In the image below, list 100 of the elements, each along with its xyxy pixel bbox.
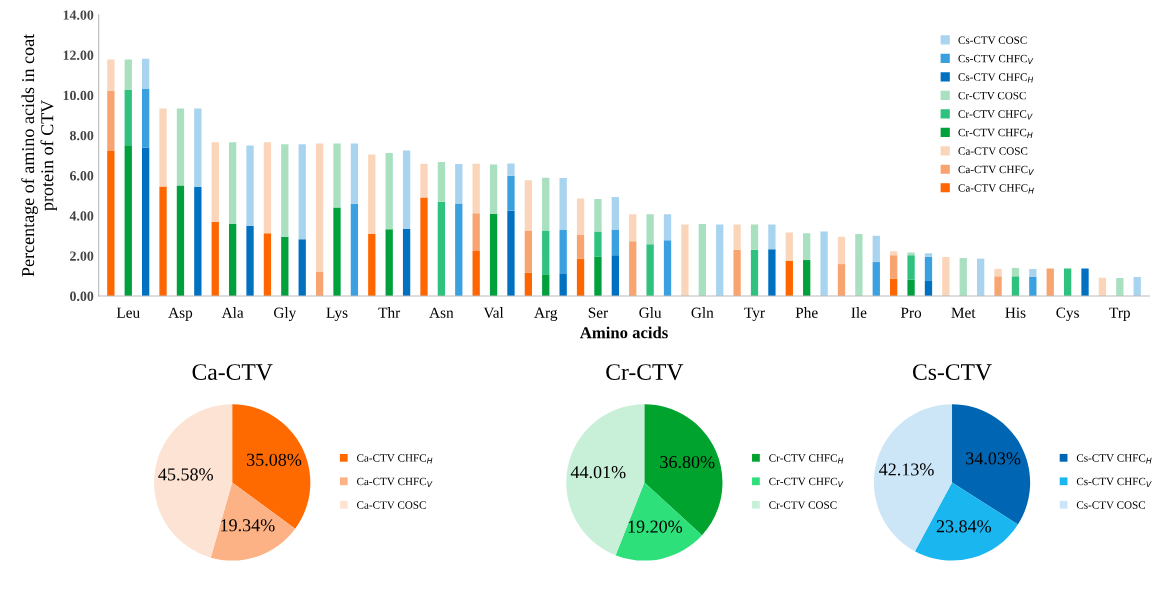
chart-title: Ca-CTV [192, 364, 273, 381]
bar [890, 255, 898, 279]
bar [855, 233, 863, 296]
bar [211, 222, 219, 296]
bar [489, 213, 498, 296]
x-axis-title: Amino acids [579, 326, 668, 339]
bar [298, 239, 306, 296]
bar [872, 262, 880, 296]
bar [176, 108, 185, 186]
bar [107, 90, 115, 151]
bar [228, 142, 237, 224]
bar [263, 233, 272, 296]
bar [872, 235, 880, 263]
bar [333, 143, 341, 208]
bar [1011, 267, 1020, 277]
legend-label: Cr-CTV CHFC$_{V}$ [769, 477, 844, 487]
bar [124, 89, 132, 146]
bar [907, 255, 915, 280]
bar [228, 223, 237, 296]
bar [837, 236, 846, 265]
bar [472, 251, 480, 296]
bar [107, 150, 115, 296]
bar [489, 164, 498, 214]
x-tick-label: Gln [691, 307, 714, 318]
bar [194, 186, 202, 296]
y-tick-label: 10.00 [63, 90, 94, 101]
bar [420, 163, 428, 198]
bar [420, 197, 428, 296]
bar [594, 256, 602, 296]
y-tick-label: 2.00 [70, 251, 94, 261]
bar [750, 249, 759, 296]
bar [246, 225, 254, 296]
x-tick-label: His [1005, 307, 1026, 318]
x-tick-label: Glu [639, 307, 662, 318]
bar [142, 89, 150, 148]
bar [1063, 268, 1072, 296]
bar [576, 234, 585, 259]
bar [663, 214, 672, 241]
bar [698, 223, 706, 296]
bar [524, 230, 533, 273]
x-tick-label: Phe [795, 307, 818, 318]
y-tick-label: 0.00 [70, 291, 94, 302]
bar [350, 203, 359, 296]
bar [594, 231, 602, 257]
bar [507, 210, 515, 296]
bar [594, 198, 602, 232]
y-tick-label: 14.00 [63, 10, 94, 20]
legend-label: Ca-CTV CHFC$_{H}$ [958, 184, 1034, 194]
bar [142, 147, 150, 296]
bar [576, 198, 585, 235]
bar [298, 144, 306, 240]
bar [820, 231, 828, 296]
bar [194, 108, 202, 187]
chart-title: Cr-CTV [606, 364, 684, 381]
bar [1029, 268, 1037, 277]
bar [716, 224, 724, 296]
bar [368, 233, 376, 296]
pie-slice [914, 482, 1018, 561]
bar [733, 224, 741, 250]
bar [646, 244, 654, 296]
x-tick-label: Cys [1056, 307, 1079, 321]
x-tick-label: Pro [900, 307, 922, 318]
bar [402, 150, 411, 229]
x-tick-label: Met [951, 307, 976, 318]
bar [211, 142, 219, 223]
bar [472, 163, 480, 214]
data-label: 23.84% [936, 520, 992, 533]
pie-slice [210, 482, 296, 561]
bar [733, 249, 741, 296]
legend-label: Ca-CTV CHFC$_{V}$ [357, 477, 433, 487]
legend-label: Cs-CTV COSC [1076, 501, 1146, 509]
legend-label: Cs-CTV CHFC$_{V}$ [1076, 477, 1152, 487]
bar [611, 196, 619, 230]
data-label: 19.20% [628, 520, 683, 533]
bar [385, 152, 393, 230]
bar [559, 273, 567, 296]
legend-label: Ca-CTV CHFC$_{H}$ [357, 454, 433, 464]
x-tick-label: Arg [534, 307, 558, 321]
bar [263, 142, 272, 234]
bar [924, 256, 933, 281]
data-label: 45.58% [158, 468, 213, 481]
legend-label: Cr-CTV CHFC$_{H}$ [958, 128, 1033, 138]
bar [1046, 268, 1054, 296]
y-tick-label: 6.00 [69, 171, 94, 181]
x-tick-label: Ala [221, 307, 244, 318]
y-axis-title: Percentage of amino acids in coat protein of CTV [21, 33, 58, 277]
bar [455, 164, 463, 204]
x-tick-label: Leu [116, 307, 140, 318]
y-tick-label: 8.00 [69, 130, 94, 141]
bar [907, 279, 915, 296]
bar [576, 258, 585, 296]
bar [437, 162, 446, 202]
bar [803, 260, 811, 296]
bar [803, 233, 811, 261]
legend-label: Cs-CTV CHFC$_{V}$ [958, 54, 1034, 65]
bar [663, 240, 672, 296]
bar [1133, 276, 1141, 296]
legend-label: Cr-CTV CHFC$_{H}$ [769, 454, 844, 464]
bar [542, 177, 550, 231]
x-tick-label: Tyr [744, 307, 765, 321]
